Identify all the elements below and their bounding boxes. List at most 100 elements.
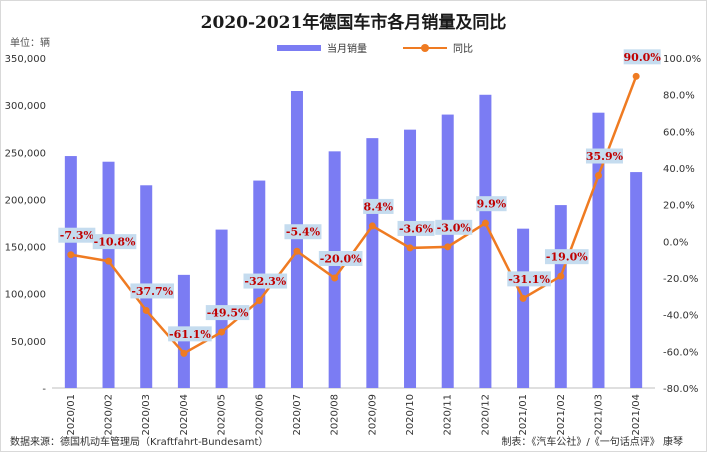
line-point <box>293 247 301 255</box>
data-label: -49.5% <box>207 307 249 320</box>
data-label: -10.8% <box>94 236 136 249</box>
data-label: -61.1% <box>169 328 211 341</box>
chart-title: 2020-2021年德国车市各月销量及同比 <box>200 13 507 33</box>
line-point <box>594 172 602 180</box>
x-tick-label: 2020/06 <box>254 394 265 436</box>
y-left-tick-label: 250,000 <box>5 148 46 159</box>
line-point <box>180 349 188 357</box>
y-right-tick-label: 80.0% <box>663 91 695 102</box>
legend-line-label: 同比 <box>453 44 473 55</box>
data-label: -20.0% <box>320 253 362 266</box>
data-label-bg <box>58 227 96 243</box>
line-point <box>557 272 565 280</box>
data-label: 90.0% <box>624 51 662 64</box>
x-tick-label: 2020/08 <box>330 394 341 436</box>
line-point <box>255 297 263 305</box>
bar <box>366 138 379 388</box>
x-tick-label: 2020/01 <box>66 394 77 436</box>
legend-item-line: 同比 <box>403 40 473 55</box>
x-tick-label: 2020/02 <box>104 394 115 436</box>
bar <box>102 161 115 388</box>
data-label: -37.7% <box>131 285 173 298</box>
x-tick-label: 2021/02 <box>556 394 567 436</box>
y-right-tick-label: 100.0% <box>663 54 701 65</box>
x-tick-label: 2020/09 <box>367 394 378 436</box>
source-note: 数据来源：德国机动车管理局（Kraftfahrt-Bundesamt） <box>10 437 269 448</box>
data-label-bg <box>435 219 473 235</box>
y-left-tick-label: - <box>42 384 46 395</box>
bar <box>479 94 492 389</box>
bar <box>404 129 417 388</box>
y-left-tick-label: 200,000 <box>5 195 46 206</box>
y-right-tick-label: 0.0% <box>663 237 688 248</box>
data-label: -7.3% <box>60 229 95 242</box>
bar <box>441 114 454 389</box>
data-label-bg <box>585 148 623 164</box>
legend-bar-swatch <box>277 44 321 51</box>
line-point <box>331 274 339 282</box>
x-tick-label: 2021/01 <box>518 394 529 436</box>
legend-line-swatch <box>403 43 447 52</box>
data-label-bg <box>92 234 137 250</box>
bar <box>630 172 643 388</box>
line-point <box>632 72 640 80</box>
data-label-bg <box>507 271 551 287</box>
data-label: -3.6% <box>399 222 434 235</box>
x-tick-label: 2021/04 <box>631 394 642 436</box>
y-right-tick-label: 40.0% <box>663 164 695 175</box>
y-right-tick-label: -60.0% <box>663 347 698 358</box>
bar <box>290 91 303 388</box>
y-right-tick-label: -80.0% <box>663 384 698 395</box>
y-right-tick-label: -20.0% <box>663 274 698 285</box>
line-point <box>519 294 527 302</box>
data-label-bg <box>476 196 507 212</box>
data-label-bg <box>397 220 435 236</box>
y-left-tick-label: 350,000 <box>5 54 46 65</box>
line-point <box>444 243 452 251</box>
x-tick-label: 2020/10 <box>405 394 416 436</box>
legend-item-bar: 当月销量 <box>277 40 367 55</box>
data-label: 9.9% <box>477 198 507 211</box>
data-label: -19.0% <box>546 251 588 264</box>
line-point <box>67 251 75 259</box>
data-label: 8.4% <box>364 200 394 213</box>
data-label-bg <box>130 283 175 299</box>
y-left-tick-label: 300,000 <box>5 101 46 112</box>
legend: 当月销量 同比 <box>277 40 503 55</box>
x-tick-label: 2020/05 <box>217 394 228 436</box>
y-left-tick-label: 100,000 <box>5 290 46 301</box>
y-left-tick-label: 50,000 <box>11 337 46 348</box>
y-right-tick-label: -40.0% <box>663 311 698 322</box>
y-right-tick-label: 60.0% <box>663 127 695 138</box>
x-tick-label: 2020/07 <box>292 394 303 436</box>
data-label-bg <box>544 249 589 265</box>
y-left-tick-label: 150,000 <box>5 243 46 254</box>
series-line <box>70 75 638 355</box>
x-tick-label: 2020/04 <box>179 394 190 436</box>
credit-note: 制表：《汽车公社》/《一句话点评》 康琴 <box>501 437 683 448</box>
x-tick-label: 2020/11 <box>443 394 454 436</box>
bar <box>554 205 567 388</box>
bar <box>328 151 341 388</box>
bar <box>517 228 530 388</box>
y-right-tick-label: 20.0% <box>663 201 695 212</box>
x-tick-label: 2020/12 <box>480 394 491 436</box>
data-label: -3.0% <box>437 221 472 234</box>
x-tick-label: 2020/03 <box>141 394 152 436</box>
line-point <box>142 306 150 314</box>
line-point <box>406 244 414 252</box>
data-label-bg <box>623 49 661 65</box>
line-point <box>105 257 113 265</box>
data-label: -32.3% <box>244 275 286 288</box>
unit-label: 单位：辆 <box>10 38 50 49</box>
line-point <box>481 219 489 227</box>
x-tick-label: 2021/03 <box>593 394 604 436</box>
data-label-bg <box>363 198 394 214</box>
legend-bar-label: 当月销量 <box>327 44 367 55</box>
data-label-bg <box>243 273 288 289</box>
line-point <box>218 328 226 336</box>
data-label-bg <box>284 224 322 240</box>
data-label-bg <box>205 305 250 321</box>
